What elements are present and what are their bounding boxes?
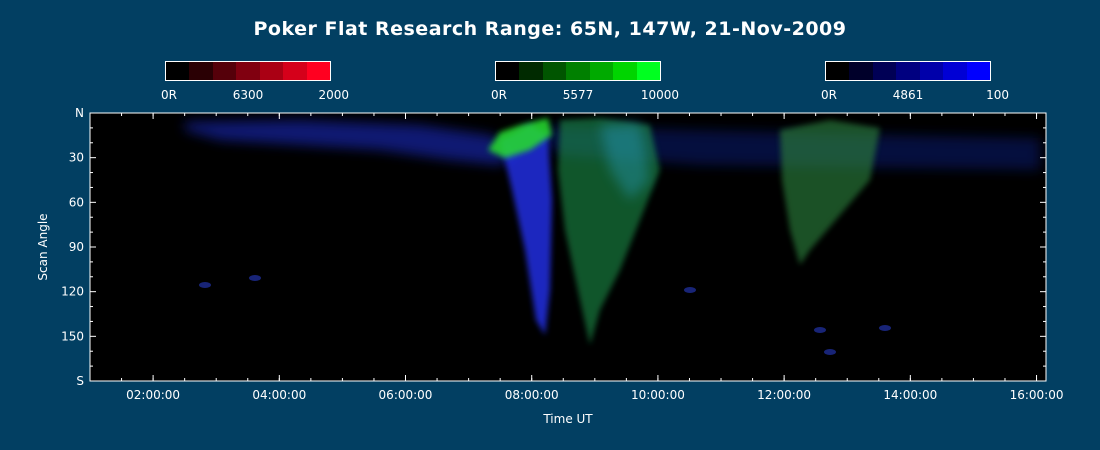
colorbar-swatch xyxy=(259,62,284,80)
x-tick-label: 08:00:00 xyxy=(505,388,559,402)
colorbar-swatch xyxy=(519,62,543,80)
green-colorbar-wavelength-label: 5577 xyxy=(562,88,594,102)
blue-colorbar-min-label: 0R xyxy=(821,88,837,102)
red-colorbar: 0R 6300 2000 xyxy=(161,61,349,102)
y-tick-label: 90 xyxy=(69,240,84,254)
x-tick-label: 04:00:00 xyxy=(252,388,306,402)
red-colorbar-swatches xyxy=(165,61,331,81)
green-evening-patch xyxy=(780,120,880,265)
x-tick-label: 02:00:00 xyxy=(126,388,180,402)
blue-speck xyxy=(684,287,696,293)
colorbar-swatch xyxy=(496,62,520,80)
green-burst xyxy=(488,118,552,158)
y-tick-label: 60 xyxy=(69,195,84,209)
blue-speck xyxy=(879,325,891,331)
colorbar-swatch xyxy=(166,62,190,80)
blue-speck xyxy=(814,327,826,333)
green-colorbar-min-label: 0R xyxy=(491,88,507,102)
x-tick-label: 10:00:00 xyxy=(631,388,685,402)
colorbar-swatch xyxy=(236,62,260,80)
green-colorbar-max-label: 10000 xyxy=(640,88,679,102)
colorbar-swatch xyxy=(826,62,850,80)
blue-colorbar-wavelength-label: 4861 xyxy=(892,88,924,102)
x-tick-label: 12:00:00 xyxy=(757,388,811,402)
x-tick-label: 14:00:00 xyxy=(883,388,937,402)
colorbar-swatch xyxy=(896,62,920,80)
y-tick-label: S xyxy=(76,374,84,388)
y-axis: N 30 60 90 120 150 S xyxy=(61,106,1046,388)
x-tick-label: 16:00:00 xyxy=(1010,388,1064,402)
blue-speck xyxy=(249,275,261,281)
cyan-streak xyxy=(600,122,650,200)
colorbar-swatch xyxy=(306,62,330,80)
y-tick-label: N xyxy=(75,106,84,120)
y-tick-label: 150 xyxy=(61,329,84,343)
y-tick-label: 30 xyxy=(69,151,84,165)
blue-main-arc xyxy=(500,125,552,335)
aurora-emissions xyxy=(185,118,1040,355)
colorbar-swatch xyxy=(613,62,637,80)
red-colorbar-wavelength-label: 6300 xyxy=(232,88,264,102)
x-axis-label: Time UT xyxy=(542,412,593,426)
colorbar-swatch xyxy=(566,62,590,80)
colorbar-swatch xyxy=(849,62,873,80)
blue-speck xyxy=(199,282,211,288)
x-axis: 02:00:00 04:00:00 06:00:00 08:00:00 10:00:00… xyxy=(121,113,1064,402)
blue-speck xyxy=(824,349,836,355)
blue-northern-band xyxy=(185,120,520,165)
colorbar-swatch xyxy=(966,62,990,80)
colorbar-swatch xyxy=(872,62,897,80)
colorbar-swatch xyxy=(589,62,614,80)
blue-colorbar: 0R 4861 100 xyxy=(821,61,1009,102)
colorbar-swatch xyxy=(212,62,237,80)
blue-colorbar-swatches xyxy=(825,61,991,81)
red-colorbar-min-label: 0R xyxy=(161,88,177,102)
green-colorbar: 0R 5577 10000 xyxy=(491,61,679,102)
colorbar-swatch xyxy=(283,62,307,80)
colorbar-swatch xyxy=(542,62,567,80)
green-colorbar-swatches xyxy=(495,61,661,81)
colorbar-swatch xyxy=(919,62,944,80)
y-axis-label: Scan Angle xyxy=(36,213,50,280)
colorbar-swatch xyxy=(189,62,213,80)
colorbar-swatch xyxy=(636,62,660,80)
chart-title: Poker Flat Research Range: 65N, 147W, 21… xyxy=(253,18,847,40)
red-colorbar-max-label: 2000 xyxy=(318,88,349,102)
blue-colorbar-max-label: 100 xyxy=(986,88,1009,102)
colorbar-swatch xyxy=(943,62,967,80)
x-tick-label: 06:00:00 xyxy=(379,388,433,402)
y-tick-label: 120 xyxy=(61,285,84,299)
